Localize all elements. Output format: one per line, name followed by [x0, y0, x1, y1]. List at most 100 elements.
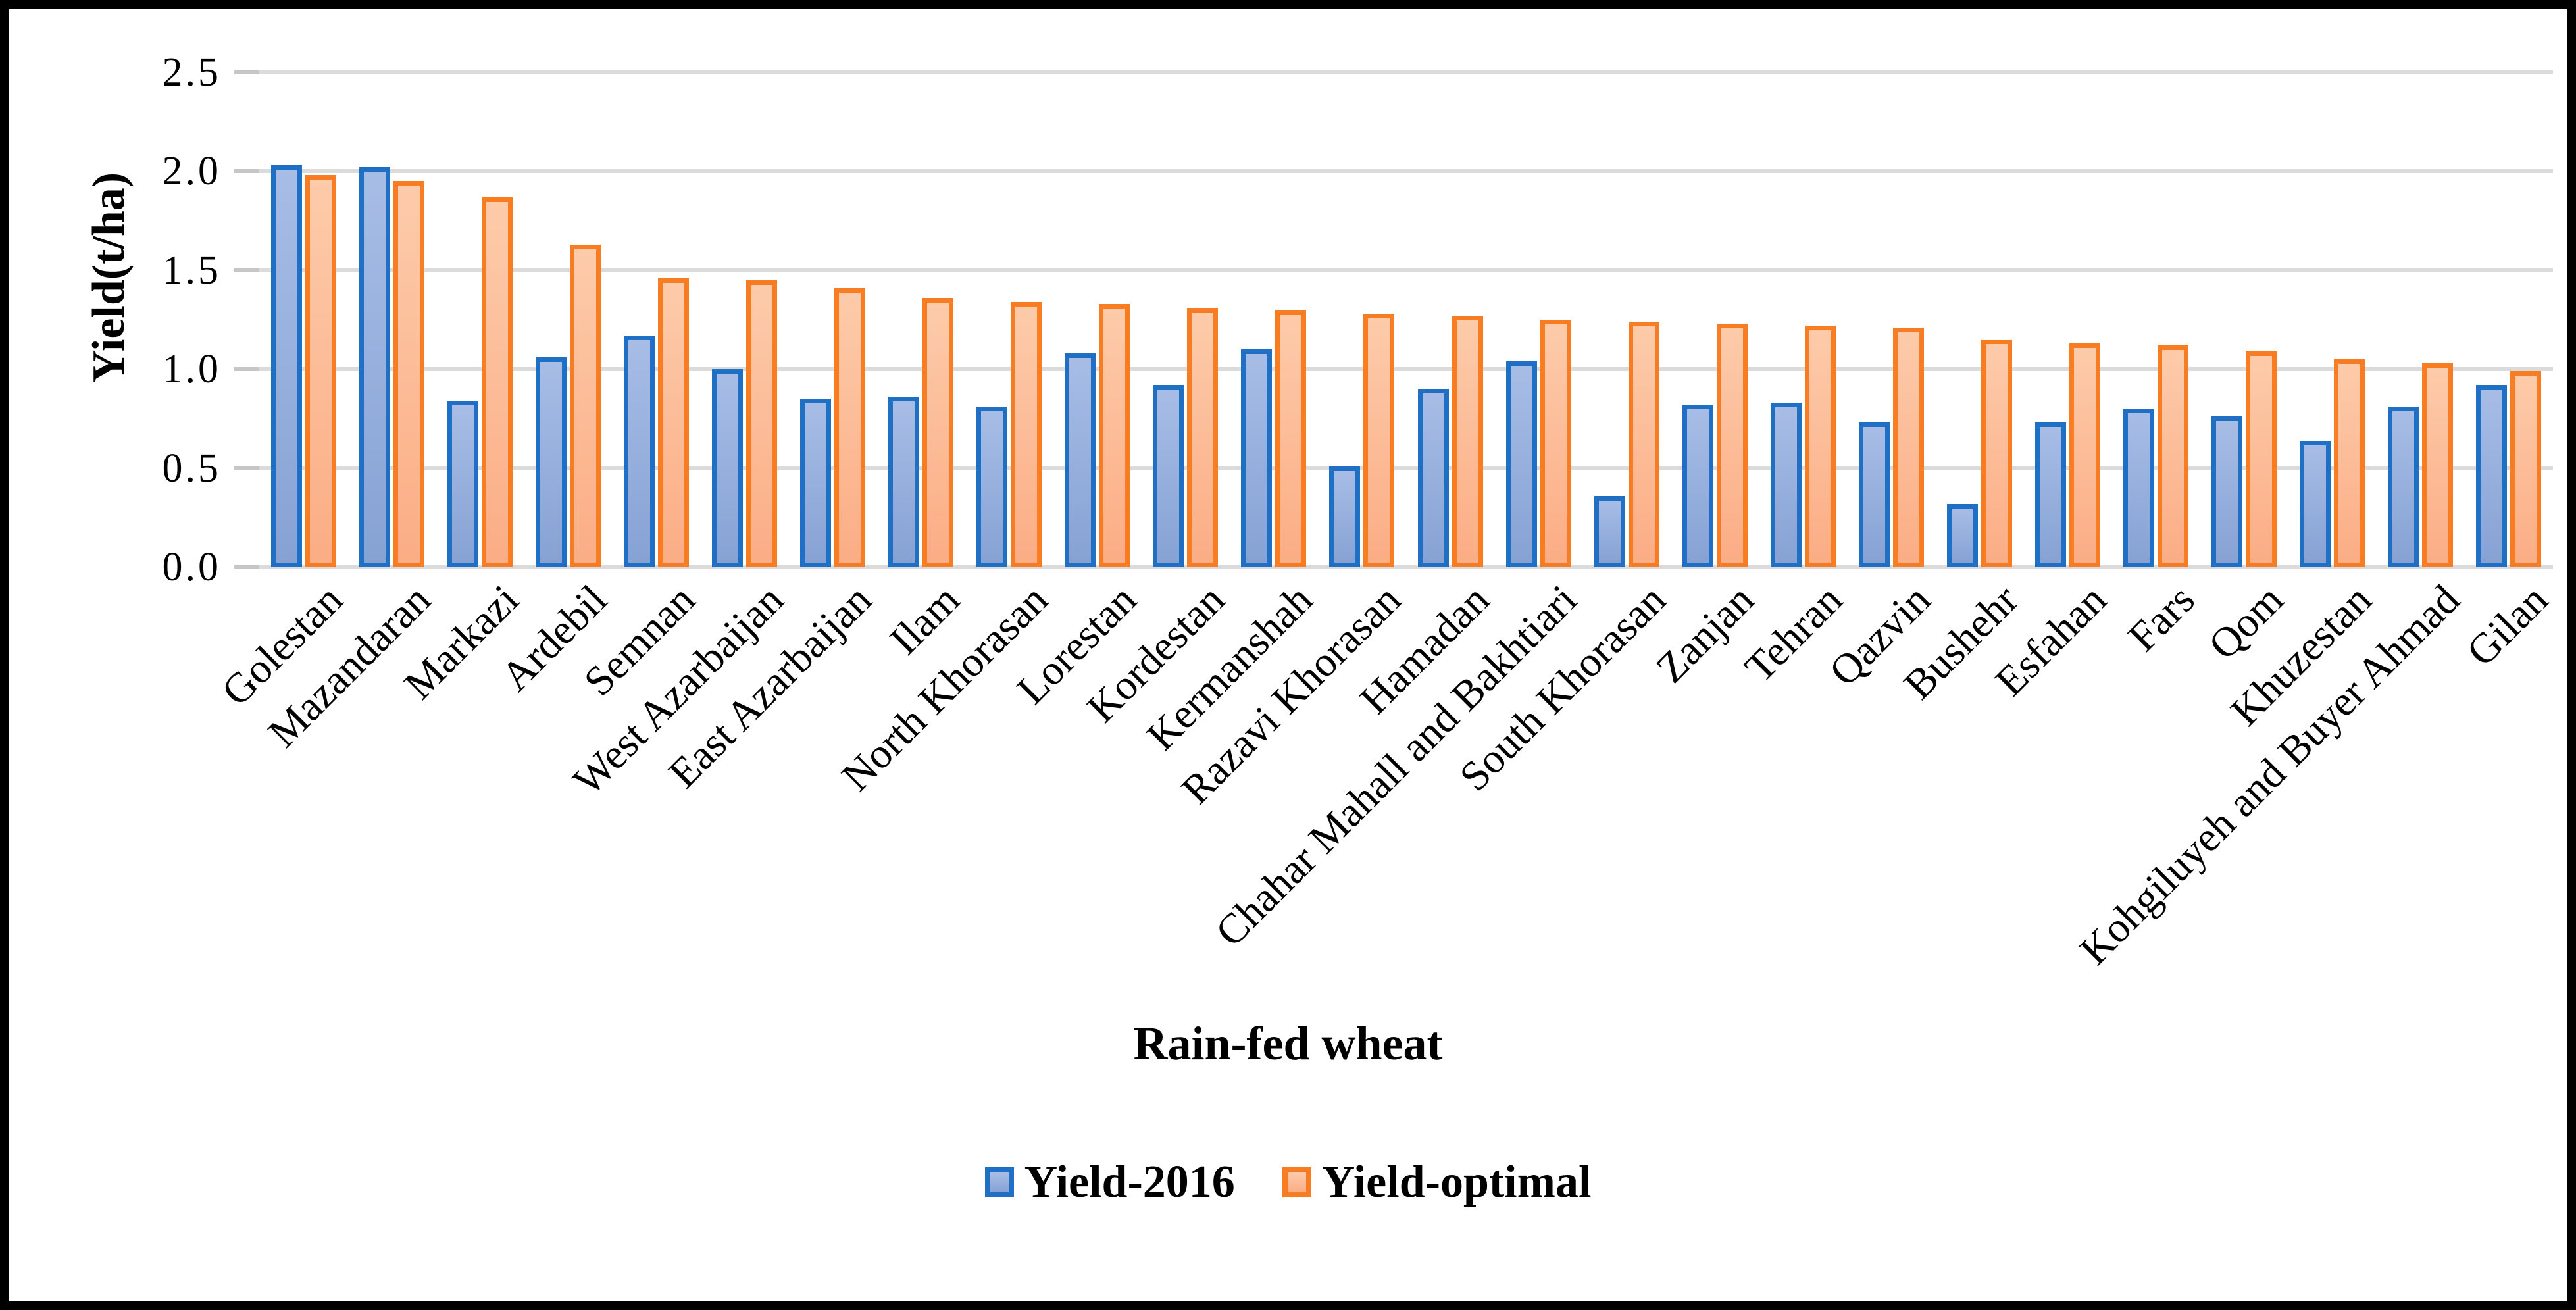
bar-yield-optimal-razavi-khorasan: [1363, 313, 1395, 567]
bar-yield-optimal-esfahan: [2069, 343, 2101, 567]
bar-group-golestan: [259, 72, 347, 567]
bar-yield-optimal-kermanshah: [1275, 309, 1307, 567]
y-tick-mark: [234, 70, 259, 74]
bar-group-qazvin: [1847, 72, 1935, 567]
bar-group-zanjan: [1671, 72, 1759, 567]
bar-yield-optimal-ilam: [922, 297, 954, 567]
bar-yield-2016-east-azarbaijan: [800, 399, 831, 567]
bar-yield-optimal-west-azarbaijan: [745, 280, 777, 567]
legend-item-yield-2016: Yield-2016: [984, 1157, 1235, 1207]
bar-group-ardebil: [524, 72, 612, 567]
x-tick-label-gilan: Gilan: [2457, 576, 2557, 675]
bar-group-fars: [2112, 72, 2200, 567]
y-tick-label: 1.5: [162, 247, 221, 293]
bar-yield-2016-razavi-khorasan: [1329, 466, 1361, 567]
gridline-0.0: [259, 565, 2553, 569]
bar-yield-2016-mazandaran: [359, 167, 390, 567]
bar-yield-optimal-gilan: [2510, 371, 2542, 567]
bar-yield-optimal-chahar-mahall-and-bakhtiari: [1540, 320, 1571, 567]
bar-group-esfahan: [2024, 72, 2112, 567]
bar-group-east-azarbaijan: [788, 72, 876, 567]
bar-group-khuzestan: [2288, 72, 2377, 567]
bar-yield-optimal-qom: [2246, 351, 2277, 567]
bar-yield-optimal-fars: [2158, 345, 2189, 567]
bar-yield-2016-north-khorasan: [976, 407, 1008, 567]
bar-yield-2016-west-azarbaijan: [711, 369, 743, 567]
y-tick-labels: 0.0 0.5 1.0 1.5 2.0 2.5: [9, 52, 224, 588]
bar-group-south-khorasan: [1582, 72, 1671, 567]
bar-yield-optimal-semnan: [657, 278, 689, 567]
bar-yield-optimal-north-khorasan: [1011, 301, 1042, 567]
bar-yield-2016-kohgiluyeh-and-buyer-ahmad: [2388, 407, 2419, 567]
bar-yield-2016-lorestan: [1065, 353, 1096, 567]
bar-group-north-khorasan: [965, 72, 1053, 567]
bar-groups: [259, 72, 2553, 567]
bar-yield-2016-kermanshah: [1241, 349, 1273, 567]
bar-yield-optimal-khuzestan: [2334, 359, 2365, 567]
bar-yield-2016-ilam: [888, 397, 920, 567]
gridline-0.5: [259, 466, 2553, 470]
bar-yield-2016-semnan: [623, 336, 655, 567]
bar-yield-2016-tehran: [1770, 403, 1802, 567]
bar-group-tehran: [1759, 72, 1847, 567]
x-tick-label-zanjan: Zanjan: [1646, 576, 1763, 692]
bar-yield-2016-gilan: [2476, 385, 2508, 567]
y-tick-mark: [234, 169, 259, 174]
bar-yield-optimal-lorestan: [1099, 303, 1130, 567]
bar-yield-optimal-kordestan: [1187, 307, 1219, 567]
gridline-2.5: [259, 70, 2553, 74]
y-tick-mark: [234, 268, 259, 272]
bar-yield-2016-fars: [2123, 409, 2155, 567]
bar-yield-optimal-east-azarbaijan: [834, 288, 865, 567]
y-tick-label: 1.0: [162, 347, 221, 392]
bar-yield-2016-markazi: [447, 401, 478, 567]
gridline-2.0: [259, 169, 2553, 174]
bar-yield-2016-chahar-mahall-and-bakhtiari: [1505, 361, 1537, 567]
bar-yield-optimal-zanjan: [1716, 324, 1748, 567]
bar-group-gilan: [2465, 72, 2553, 567]
bar-group-lorestan: [1053, 72, 1142, 567]
bar-yield-2016-ardebil: [535, 357, 567, 567]
bar-yield-2016-esfahan: [2035, 422, 2067, 567]
legend: Yield-2016 Yield-optimal: [9, 1159, 2567, 1205]
legend-swatch-yield-optimal: [1282, 1167, 1311, 1197]
bar-yield-optimal-hamadan: [1452, 315, 1483, 567]
bar-group-ilam: [877, 72, 965, 567]
bar-yield-2016-zanjan: [1682, 405, 1713, 567]
gridline-1.5: [259, 268, 2553, 272]
bar-yield-2016-south-khorasan: [1594, 495, 1625, 567]
bar-yield-2016-hamadan: [1417, 389, 1449, 567]
bar-yield-2016-qom: [2211, 416, 2243, 567]
bar-group-kohgiluyeh-and-buyer-ahmad: [2377, 72, 2465, 567]
legend-label-yield-optimal: Yield-optimal: [1321, 1157, 1592, 1207]
y-tick-label: 2.5: [162, 50, 221, 95]
bar-yield-optimal-bushehr: [1981, 340, 2013, 567]
bar-group-bushehr: [1935, 72, 2023, 567]
y-tick-mark: [234, 565, 259, 569]
x-tick-label-fars: Fars: [2119, 576, 2204, 661]
bar-yield-optimal-golestan: [305, 175, 336, 567]
bar-group-qom: [2200, 72, 2288, 567]
bar-group-semnan: [612, 72, 700, 567]
x-axis-title: Rain-fed wheat: [1133, 1017, 1443, 1070]
bar-yield-optimal-markazi: [481, 197, 513, 567]
legend-label-yield-2016: Yield-2016: [1024, 1157, 1235, 1207]
y-tick-label: 0.5: [162, 445, 221, 491]
bar-yield-2016-qazvin: [1858, 422, 1890, 567]
x-tick-labels: Golestan Mazandaran Markazi Ardebil Semnan We…: [212, 576, 2557, 1038]
legend-swatch-yield-2016: [984, 1167, 1014, 1197]
bar-group-kordestan: [1142, 72, 1230, 567]
bar-group-chahar-mahall-and-bakhtiari: [1494, 72, 1582, 567]
bar-yield-2016-kordestan: [1153, 385, 1184, 567]
bar-yield-optimal-mazandaran: [393, 181, 424, 567]
y-tick-mark: [234, 466, 259, 470]
bar-group-markazi: [436, 72, 524, 567]
y-tick-mark: [234, 367, 259, 372]
bar-yield-2016-bushehr: [1947, 503, 1979, 567]
bar-group-hamadan: [1406, 72, 1494, 567]
bar-yield-optimal-qazvin: [1892, 328, 1924, 567]
bar-yield-2016-golestan: [270, 165, 302, 567]
bar-group-west-azarbaijan: [700, 72, 788, 567]
bar-yield-optimal-south-khorasan: [1628, 322, 1659, 567]
